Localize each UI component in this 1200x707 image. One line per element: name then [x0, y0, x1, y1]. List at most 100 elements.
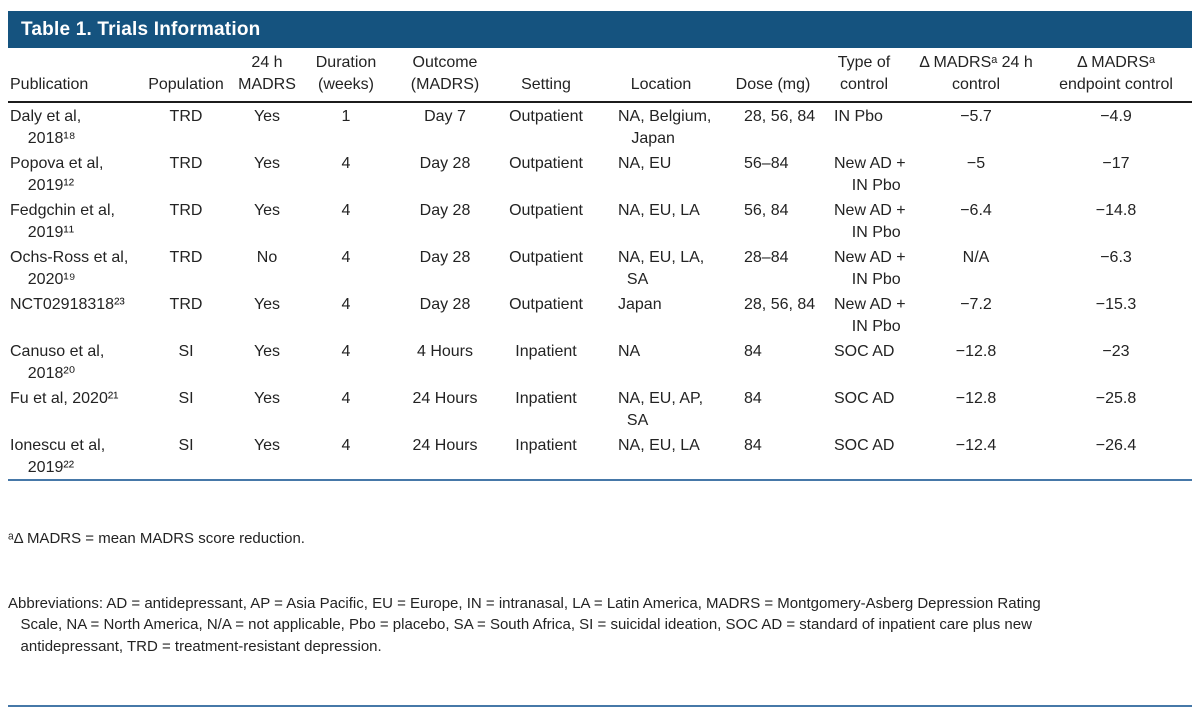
cell-delta-24h: −12.8: [955, 343, 997, 360]
cell-delta-24h: −12.8: [955, 390, 997, 407]
cell-publication: Ionescu et al, 2019²²: [10, 437, 106, 476]
table-row: Popova et al, 2019¹² TRD Yes 4 Day 28 Ou…: [8, 150, 1192, 197]
column-header-type-of-control: Type of control: [816, 48, 912, 103]
cell-dose: 56–84: [744, 155, 789, 172]
table-row: Ochs-Ross et al, 2020¹⁹ TRD No 4 Day 28 …: [8, 244, 1192, 291]
column-header-24h-madrs: 24 h MADRS: [232, 48, 302, 103]
cell-delta-endpoint: −15.3: [1095, 296, 1137, 313]
cell-location: NA: [618, 343, 641, 360]
cell-publication: Fedgchin et al, 2019¹¹: [10, 202, 115, 241]
cell-duration: 4: [341, 296, 351, 313]
cell-location: NA, Belgium, Japan: [618, 108, 712, 147]
cell-dose: 84: [744, 437, 762, 454]
table-row: Canuso et al, 2018²⁰ SI Yes 4 4 Hours In…: [8, 338, 1192, 385]
cell-publication: Popova et al, 2019¹²: [10, 155, 104, 194]
cell-location: NA, EU, LA: [618, 202, 700, 219]
cell-24h-madrs: Yes: [253, 296, 281, 313]
trials-table: Publication Population 24 h MADRS Durati…: [8, 48, 1192, 479]
footnote-madrs-definition: ᵃΔ MADRS = mean MADRS score reduction.: [8, 530, 305, 547]
cell-type-of-control: New AD + IN Pbo: [834, 249, 906, 288]
footnotes: ᵃΔ MADRS = mean MADRS score reduction. A…: [8, 481, 1192, 705]
table-row: Ionescu et al, 2019²² SI Yes 4 24 Hours …: [8, 432, 1192, 479]
cell-setting: Inpatient: [515, 343, 577, 360]
cell-delta-endpoint: −17: [1102, 155, 1130, 172]
table-row: Fedgchin et al, 2019¹¹ TRD Yes 4 Day 28 …: [8, 197, 1192, 244]
cell-delta-endpoint: −26.4: [1095, 437, 1137, 454]
table-title: Table 1. Trials Information: [21, 18, 261, 40]
table-row: Fu et al, 2020²¹ SI Yes 4 24 Hours Inpat…: [8, 385, 1192, 432]
cell-publication: Fu et al, 2020²¹: [10, 390, 119, 407]
cell-outcome: Day 28: [419, 249, 471, 266]
cell-setting: Outpatient: [509, 202, 583, 219]
cell-population: SI: [178, 343, 194, 360]
cell-type-of-control: New AD + IN Pbo: [834, 155, 906, 194]
column-header-dose: Dose (mg): [730, 48, 816, 103]
cell-delta-endpoint: −14.8: [1095, 202, 1137, 219]
cell-setting: Outpatient: [509, 249, 583, 266]
cell-outcome: 24 Hours: [412, 390, 478, 407]
cell-duration: 4: [341, 390, 351, 407]
cell-type-of-control: SOC AD: [834, 390, 895, 407]
cell-setting: Inpatient: [515, 437, 577, 454]
cell-dose: 28, 56, 84: [744, 108, 816, 125]
cell-dose: 28–84: [744, 249, 789, 266]
cell-setting: Inpatient: [515, 390, 577, 407]
cell-delta-24h: N/A: [962, 249, 990, 266]
cell-population: SI: [178, 390, 194, 407]
column-header-duration: Duration (weeks): [302, 48, 390, 103]
cell-publication: Ochs-Ross et al, 2020¹⁹: [10, 249, 129, 288]
cell-setting: Outpatient: [509, 296, 583, 313]
table-figure: Table 1. Trials Information Publication …: [8, 11, 1192, 707]
cell-delta-endpoint: −6.3: [1100, 249, 1132, 266]
cell-duration: 4: [341, 249, 351, 266]
cell-population: SI: [178, 437, 194, 454]
cell-type-of-control: SOC AD: [834, 343, 895, 360]
cell-outcome: Day 7: [424, 108, 466, 125]
cell-duration: 4: [341, 437, 351, 454]
table-row: NCT02918318²³ TRD Yes 4 Day 28 Outpatien…: [8, 291, 1192, 338]
table-title-bar: Table 1. Trials Information: [8, 11, 1192, 48]
cell-outcome: Day 28: [419, 296, 471, 313]
cell-delta-24h: −7.2: [960, 296, 992, 313]
cell-population: TRD: [169, 249, 203, 266]
cell-24h-madrs: Yes: [253, 390, 281, 407]
cell-type-of-control: New AD + IN Pbo: [834, 202, 906, 241]
footnote-abbreviations: Abbreviations: AD = antidepressant, AP =…: [8, 594, 1041, 655]
cell-delta-24h: −12.4: [955, 437, 997, 454]
cell-location: Japan: [618, 296, 662, 313]
cell-publication: NCT02918318²³: [10, 296, 125, 313]
cell-dose: 84: [744, 343, 762, 360]
cell-type-of-control: New AD + IN Pbo: [834, 296, 906, 335]
cell-type-of-control: IN Pbo: [834, 108, 883, 125]
cell-duration: 4: [341, 155, 351, 172]
footnote-top-rule: [8, 479, 1192, 481]
cell-location: NA, EU, LA, SA: [618, 249, 705, 288]
cell-population: TRD: [169, 296, 203, 313]
cell-publication: Canuso et al, 2018²⁰: [10, 343, 105, 382]
column-header-setting: Setting: [500, 48, 592, 103]
column-header-population: Population: [140, 48, 232, 103]
column-header-outcome: Outcome (MADRS): [390, 48, 500, 103]
cell-delta-24h: −5: [966, 155, 986, 172]
table-row: Daly et al, 2018¹⁸ TRD Yes 1 Day 7 Outpa…: [8, 102, 1192, 150]
cell-outcome: Day 28: [419, 202, 471, 219]
cell-duration: 4: [341, 202, 351, 219]
cell-24h-madrs: Yes: [253, 343, 281, 360]
cell-location: NA, EU: [618, 155, 672, 172]
cell-duration: 1: [341, 108, 351, 125]
cell-population: TRD: [169, 108, 203, 125]
cell-delta-endpoint: −4.9: [1100, 108, 1132, 125]
table-header-row: Publication Population 24 h MADRS Durati…: [8, 48, 1192, 103]
cell-location: NA, EU, AP, SA: [618, 390, 704, 429]
cell-location: NA, EU, LA: [618, 437, 700, 454]
cell-dose: 84: [744, 390, 762, 407]
cell-population: TRD: [169, 155, 203, 172]
cell-24h-madrs: Yes: [253, 155, 281, 172]
cell-24h-madrs: Yes: [253, 108, 281, 125]
cell-24h-madrs: No: [256, 249, 278, 266]
cell-outcome: 4 Hours: [416, 343, 474, 360]
cell-duration: 4: [341, 343, 351, 360]
cell-24h-madrs: Yes: [253, 202, 281, 219]
cell-delta-endpoint: −23: [1102, 343, 1130, 360]
cell-outcome: Day 28: [419, 155, 471, 172]
